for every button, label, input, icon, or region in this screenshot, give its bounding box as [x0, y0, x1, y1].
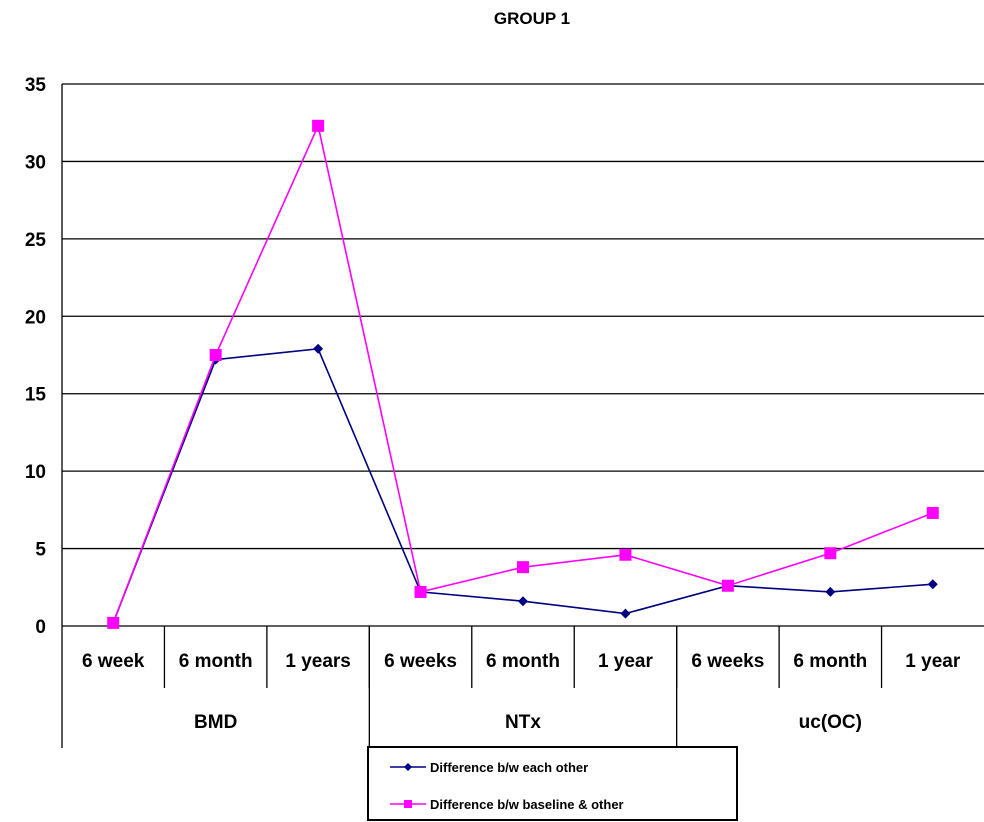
- axes: 0 5 10 15 20 25 30 35 6 week 6 month 1 years 6 week…: [25, 75, 961, 748]
- y-tick-label: 10: [25, 462, 46, 483]
- data-point: [721, 579, 734, 592]
- data-point: [313, 343, 324, 354]
- data-point: [518, 596, 528, 607]
- legend-box: [367, 746, 738, 821]
- data-series: [107, 119, 939, 629]
- x-tick-label: 6 month: [179, 651, 253, 672]
- data-point: [927, 579, 938, 590]
- chart-title: GROUP 1: [494, 9, 570, 28]
- x-tick-label: 6 month: [486, 651, 560, 672]
- x-tick-label: 1 year: [598, 651, 654, 672]
- legend-marker: [404, 763, 412, 771]
- group-label: uc(OC): [799, 712, 862, 733]
- group-label: NTx: [505, 712, 541, 733]
- x-tick-label: 6 weeks: [691, 651, 764, 672]
- x-tick-label: 6 month: [793, 651, 867, 672]
- x-tick-label: 6 weeks: [384, 651, 457, 672]
- x-tick-label: 1 year: [905, 651, 961, 672]
- series-1: [108, 343, 938, 628]
- data-point: [107, 616, 120, 629]
- legend-label: Difference b/w each other: [430, 760, 588, 775]
- gridlines: [62, 83, 984, 627]
- series-2: [107, 119, 939, 629]
- data-point: [825, 586, 836, 597]
- legend-label: Difference b/w baseline & other: [430, 797, 624, 812]
- data-point: [312, 119, 325, 132]
- legend-item-1: Difference b/w each other: [390, 760, 588, 775]
- group-label: BMD: [194, 712, 237, 733]
- data-point: [414, 585, 427, 598]
- y-tick-label: 20: [25, 307, 46, 328]
- data-point: [824, 547, 837, 560]
- data-point: [209, 349, 222, 361]
- y-tick-label: 25: [25, 230, 47, 251]
- x-tick-label: 6 week: [82, 651, 145, 672]
- y-tick-label: 15: [25, 385, 47, 406]
- y-tick-label: 0: [35, 617, 46, 638]
- legend-item-2: Difference b/w baseline & other: [390, 797, 624, 812]
- legend-marker: [404, 800, 412, 808]
- y-tick-label: 5: [35, 540, 46, 561]
- legend: Difference b/w each other Difference b/w …: [367, 746, 738, 821]
- data-point: [926, 506, 939, 519]
- series-line: [112, 347, 933, 624]
- y-tick-label: 35: [25, 75, 47, 96]
- data-point: [619, 548, 632, 561]
- x-tick-label: 1 years: [285, 651, 351, 672]
- y-tick-label: 30: [25, 152, 46, 173]
- data-point: [517, 561, 529, 574]
- data-point: [620, 608, 631, 619]
